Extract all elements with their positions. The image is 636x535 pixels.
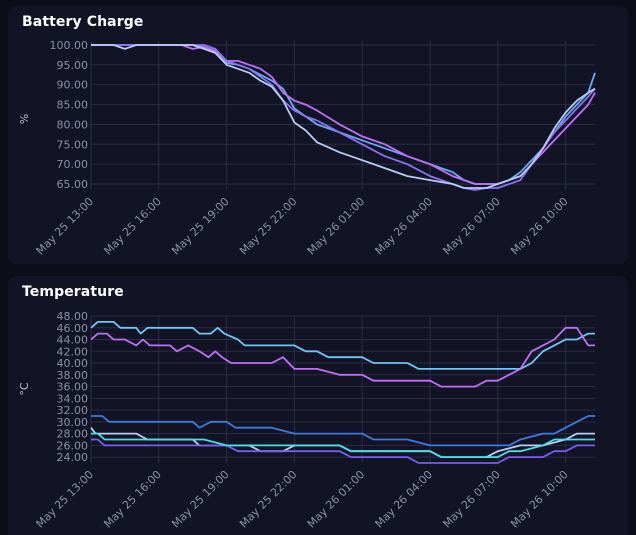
battery-chart-group: 65.00 70.00 75.00 80.00 85.00 90.00 95.00 100.0… bbox=[18, 39, 596, 258]
battery-y-tick-label: 65.00 bbox=[57, 178, 89, 191]
temperature-y-axis-label: °C bbox=[18, 382, 31, 396]
battery-x-tick-label: May 25 16:00 bbox=[101, 195, 164, 258]
temperature-series-line-6 bbox=[91, 432, 595, 459]
battery-x-tick-label: May 26 04:00 bbox=[373, 195, 436, 258]
battery-y-tick-label: 95.00 bbox=[57, 59, 89, 72]
battery-charge-title: Battery Charge bbox=[22, 14, 144, 30]
battery-x-tick-label: May 26 07:00 bbox=[440, 195, 503, 258]
battery-x-tick-label: May 25 19:00 bbox=[169, 195, 232, 258]
temperature-x-tick-label: May 26 10:00 bbox=[508, 468, 571, 531]
temperature-series-line-5 bbox=[91, 438, 595, 464]
battery-series-line-1 bbox=[91, 44, 596, 185]
temperature-chart-group: 24.0026.0028.0030.0032.0034.0036.0038.00… bbox=[18, 310, 595, 530]
temperature-series-line-1 bbox=[90, 320, 595, 370]
temperature-y-tick-label: 34.00 bbox=[57, 392, 89, 405]
battery-y-tick-label: 100.00 bbox=[50, 39, 89, 52]
battery-series-line-3 bbox=[91, 44, 596, 191]
battery-y-tick-label: 75.00 bbox=[57, 138, 89, 151]
temperature-series-line-2 bbox=[90, 326, 595, 388]
temperature-x-tick-label: May 25 13:00 bbox=[34, 468, 97, 531]
temperature-x-tick-label: May 25 19:00 bbox=[169, 468, 232, 531]
temperature-y-tick-label: 48.00 bbox=[57, 310, 89, 323]
temperature-panel: Temperature bbox=[8, 276, 628, 535]
temperature-y-tick-label: 26.00 bbox=[57, 439, 89, 452]
temperature-x-tick-label: May 26 04:00 bbox=[373, 468, 436, 531]
battery-y-tick-label: 70.00 bbox=[57, 158, 89, 171]
temperature-x-tick-label: May 25 22:00 bbox=[237, 468, 300, 531]
battery-x-tick-label: May 26 10:00 bbox=[508, 195, 571, 258]
battery-series-line-2 bbox=[91, 44, 596, 185]
temperature-y-tick-label: 24.00 bbox=[57, 451, 89, 464]
temperature-y-tick-label: 46.00 bbox=[57, 322, 89, 335]
temperature-x-tick-label: May 26 07:00 bbox=[440, 468, 503, 531]
battery-x-tick-label: May 25 13:00 bbox=[34, 195, 97, 258]
battery-charge-panel: Battery Charge bbox=[8, 6, 628, 264]
battery-x-tick-label: May 25 22:00 bbox=[237, 195, 300, 258]
temperature-title: Temperature bbox=[22, 284, 124, 300]
temperature-y-tick-label: 44.00 bbox=[57, 334, 89, 347]
battery-y-tick-label: 80.00 bbox=[57, 118, 89, 131]
battery-y-axis-label: % bbox=[18, 114, 31, 124]
temperature-y-tick-label: 38.00 bbox=[57, 369, 89, 382]
battery-x-tick-label: May 26 01:00 bbox=[305, 195, 368, 258]
temperature-x-tick-label: May 25 16:00 bbox=[101, 468, 164, 531]
temperature-x-tick-label: May 26 01:00 bbox=[305, 468, 368, 531]
battery-y-tick-label: 90.00 bbox=[57, 79, 89, 92]
temperature-y-tick-label: 28.00 bbox=[57, 428, 89, 441]
temperature-series-line-3 bbox=[91, 415, 595, 447]
battery-y-tick-label: 85.00 bbox=[57, 99, 89, 112]
temperature-y-tick-label: 30.00 bbox=[57, 416, 89, 429]
temperature-y-tick-label: 40.00 bbox=[57, 357, 89, 370]
temperature-y-tick-label: 42.00 bbox=[57, 345, 89, 358]
battery-series-line-4 bbox=[91, 44, 596, 189]
temperature-y-tick-label: 32.00 bbox=[57, 404, 89, 417]
temperature-y-tick-label: 36.00 bbox=[57, 381, 89, 394]
